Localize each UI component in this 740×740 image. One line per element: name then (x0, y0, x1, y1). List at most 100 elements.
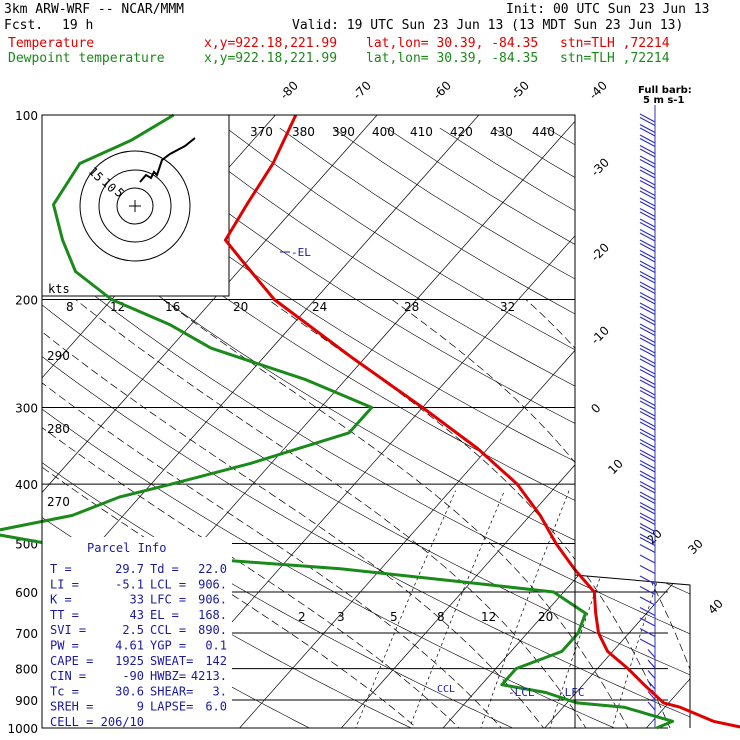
hodograph-axis-labels: 8 12 16 20 24 28 32 (66, 300, 515, 314)
pressure-label: 700 (15, 627, 38, 641)
parcel-info-cell: YGP = (150, 639, 186, 653)
parcel-info-cell: LAPSE= (150, 700, 193, 714)
ccl-label: CCL (437, 684, 455, 695)
isotherm-label: 40 (705, 596, 726, 617)
level-annotations: -EL CCL -LCL -LFC (280, 246, 585, 699)
wind-barb (639, 333, 656, 347)
wind-barb (639, 480, 656, 494)
dry-adiabat (599, 127, 690, 728)
parcel-info-cell: 43 (130, 608, 144, 622)
wind-barb (639, 249, 656, 263)
wind-barb (639, 627, 656, 638)
wind-barb (639, 470, 656, 484)
dew-station: stn=TLH ,72214 (560, 51, 670, 66)
parcel-info-cell: CELL = (50, 715, 93, 729)
wind-profile: Full barb: 5 m s-1 (638, 85, 692, 728)
wind-barb (639, 438, 656, 452)
pressure-label: 800 (15, 663, 38, 677)
dew-latlon: lat,lon= 30.39, -84.35 (366, 51, 539, 66)
temp-latlon: lat,lon= 30.39, -84.35 (366, 36, 539, 51)
wind-barb (639, 165, 656, 179)
wind-barb (639, 228, 656, 242)
isotherm-label: 10 (605, 456, 626, 477)
parcel-info-cell: CIN = (50, 669, 86, 683)
parcel-info-cell: CAPE = (50, 654, 93, 668)
isotherm-label: -70 (350, 78, 374, 102)
wind-barb (647, 680, 656, 690)
legend-dewpoint: Dewpoint temperature (8, 51, 165, 66)
mixing-ratio-line (350, 490, 456, 728)
parcel-info-rows: T = 29.7 Td = 22.0 LI = -5.1 LCL = 906. K = 33 LFC… (50, 562, 227, 729)
wind-barb (647, 659, 656, 669)
el-label: -EL (291, 246, 311, 259)
parcel-info-cell: 206/10 (101, 715, 144, 729)
mixing-ratio-label: 12 (481, 610, 496, 624)
parcel-info-title: Parcel Info (87, 541, 166, 555)
parcel-info-cell: LCL = (150, 577, 186, 591)
dry-adiabat (42, 127, 690, 728)
init-time: Init: 00 UTC Sun 23 Jun 13 (506, 2, 710, 17)
plot-frame (41, 114, 576, 729)
wind-barb (639, 197, 656, 211)
parcel-info-cell: T = (50, 562, 72, 576)
wind-barb (639, 449, 656, 463)
isotherm-label: -80 (277, 78, 301, 102)
wind-barbs (639, 113, 656, 711)
wind-barb (639, 396, 656, 410)
wind-barb (639, 218, 656, 232)
mixing-ratio-line (476, 490, 570, 728)
hodograph-axis-label: 20 (233, 300, 248, 314)
dry-adiabat (42, 127, 690, 728)
theta-label-top: 390 (332, 125, 355, 139)
parcel-info-cell: 33 (130, 593, 144, 607)
isotherm-label: 30 (685, 536, 706, 557)
isotherm-line (227, 115, 690, 728)
parcel-info-cell: SREH = (50, 700, 93, 714)
isotherm-line (737, 101, 740, 740)
isotherm-label: 0 (588, 401, 603, 416)
moist-adiabat (649, 299, 690, 728)
theta-label-top: 380 (292, 125, 315, 139)
parcel-info-cell: 30.6 (115, 684, 144, 698)
moist-adiabat (391, 299, 690, 728)
isotherm-label: -30 (588, 155, 612, 179)
mixing-ratio-line (404, 490, 505, 728)
hodograph-axis-label: 32 (500, 300, 515, 314)
moist-adiabat (42, 299, 514, 728)
parcel-info-panel: Parcel Info T = 29.7 Td = 22.0 LI = -5.1 LCL =… (42, 537, 232, 729)
theta-label-left: 270 (47, 495, 70, 509)
wind-barb (639, 575, 656, 585)
hodograph: 15 10 5 kts (41, 114, 230, 297)
hodo-kts-label: kts (48, 282, 70, 296)
wind-barb (639, 585, 656, 596)
parcel-info-cell: K = (50, 593, 72, 607)
parcel-info-cell: 890. (198, 623, 227, 637)
isotherm-label: -60 (430, 78, 454, 102)
wind-barb (639, 543, 656, 554)
wind-barb (639, 491, 656, 505)
theta-label-top: 420 (450, 125, 473, 139)
wind-barb (639, 239, 656, 253)
parcel-info-cell: TT = (50, 608, 79, 622)
wind-barb (639, 113, 656, 127)
series-temperature (223, 114, 740, 729)
parcel-info-cell: 142 (205, 654, 227, 668)
hodograph-axis-label: 28 (404, 300, 419, 314)
parcel-info-cell: Td = (150, 562, 179, 576)
wind-barb (639, 291, 656, 305)
wind-legend-line2: 5 m s-1 (643, 95, 684, 106)
forecast-label: Fcst. (4, 18, 44, 33)
isotherm-line (42, 115, 390, 728)
parcel-info-cell: Tc = (50, 684, 79, 698)
parcel-info-cell: 29.7 (115, 562, 144, 576)
wind-barb (639, 312, 656, 326)
isotherm-label: -40 (586, 78, 610, 102)
pressure-label: 400 (15, 478, 38, 492)
wind-barb (639, 375, 656, 389)
pressure-label: 600 (15, 586, 38, 600)
parcel-info-cell: SHEAR= (150, 684, 193, 698)
wind-barb (639, 270, 656, 284)
isotherm-label: -10 (588, 323, 612, 347)
hodograph-axis-label: 8 (66, 300, 74, 314)
